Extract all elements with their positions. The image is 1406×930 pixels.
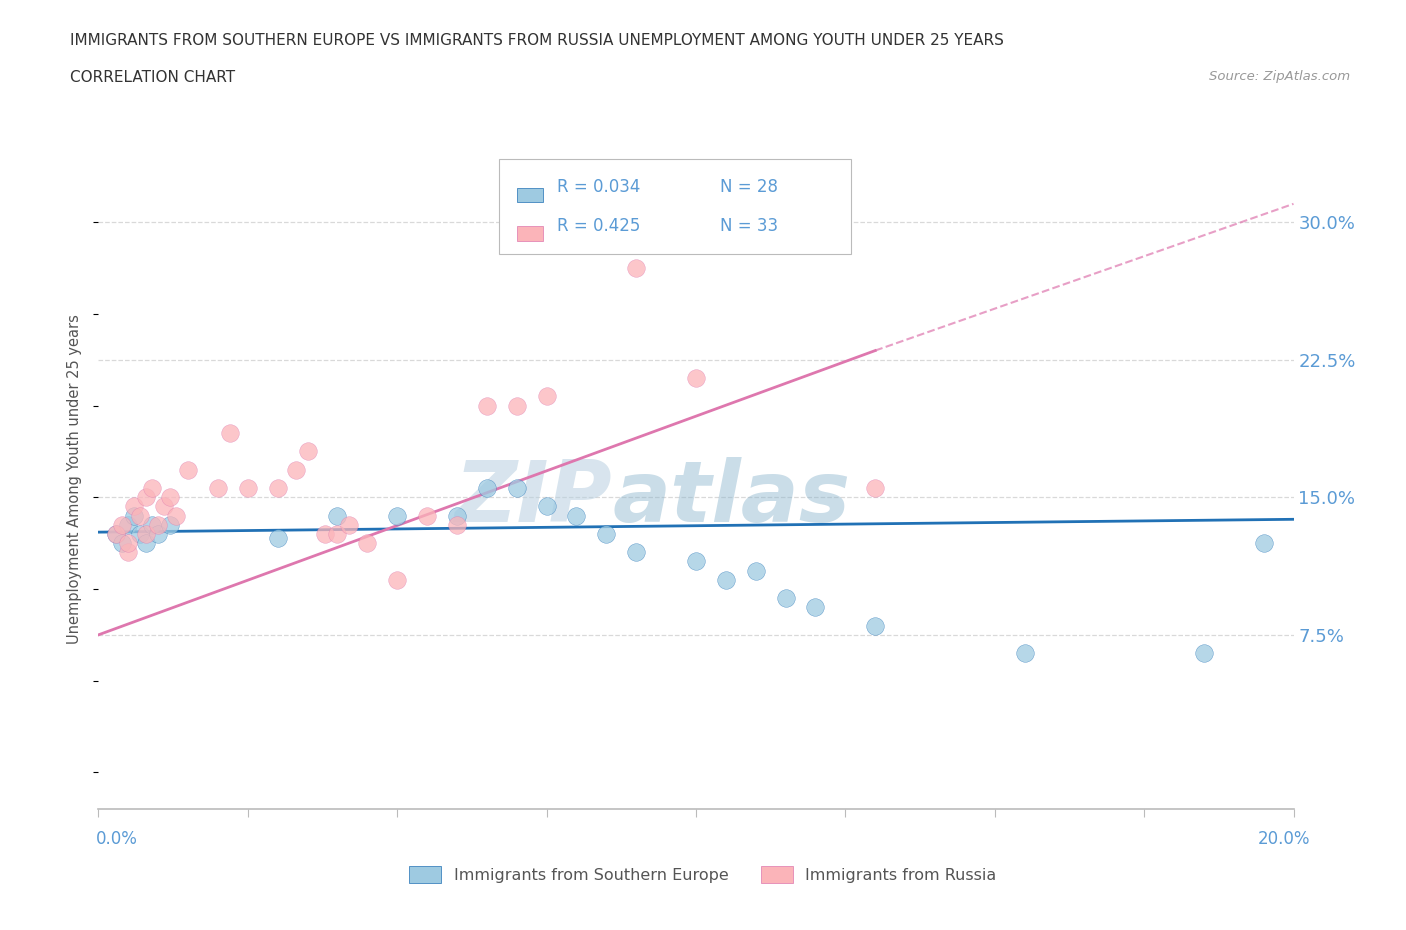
Point [165,508,187,523]
Point [129,526,152,541]
Point [284,462,307,477]
Legend: Immigrants from Southern Europe, Immigrants from Russia: Immigrants from Southern Europe, Immigra… [404,860,1002,889]
Point [117,545,139,560]
Text: CORRELATION CHART: CORRELATION CHART [70,70,235,85]
Point [339,517,360,532]
Point [129,508,152,523]
Text: 0.0%: 0.0% [96,830,138,847]
Point [135,526,157,541]
Point [536,499,558,514]
FancyBboxPatch shape [499,159,852,255]
Point [135,490,157,505]
Point [1014,645,1036,660]
Point [326,508,349,523]
Text: ZIP: ZIP [454,458,613,540]
Point [148,517,170,532]
Point [177,462,200,477]
Point [446,508,468,523]
Point [475,398,498,413]
Point [865,618,887,633]
Point [506,481,529,496]
Point [1192,645,1215,660]
Text: R = 0.425: R = 0.425 [557,217,641,234]
Point [297,444,319,458]
Point [416,508,439,523]
Point [626,260,648,275]
Point [159,490,181,505]
Text: 20.0%: 20.0% [1258,830,1310,847]
Point [267,530,290,545]
Point [267,481,290,496]
Point [124,508,146,523]
Point [804,600,827,615]
Text: R = 0.034: R = 0.034 [557,179,641,196]
Text: N = 28: N = 28 [720,179,778,196]
Point [117,536,139,551]
Point [685,554,707,569]
FancyBboxPatch shape [517,226,543,241]
Point [1253,536,1275,551]
Point [745,564,768,578]
Point [865,481,887,496]
Point [141,517,163,532]
Point [111,536,134,551]
Point [565,508,588,523]
Y-axis label: Unemployment Among Youth under 25 years: Unemployment Among Youth under 25 years [67,314,83,644]
Point [207,481,229,496]
Point [148,526,170,541]
Point [775,591,797,605]
Text: N = 33: N = 33 [720,217,778,234]
Point [105,526,128,541]
Point [385,508,409,523]
Point [626,545,648,560]
Text: atlas: atlas [613,458,851,540]
Point [159,517,181,532]
Point [356,536,378,551]
Point [124,499,146,514]
Point [446,517,468,532]
Point [236,481,259,496]
Point [315,526,337,541]
Point [385,572,409,587]
Point [714,572,737,587]
Text: IMMIGRANTS FROM SOUTHERN EUROPE VS IMMIGRANTS FROM RUSSIA UNEMPLOYMENT AMONG YOU: IMMIGRANTS FROM SOUTHERN EUROPE VS IMMIG… [70,33,1004,47]
Point [135,536,157,551]
Point [141,481,163,496]
Point [105,526,128,541]
Point [506,398,529,413]
Text: Source: ZipAtlas.com: Source: ZipAtlas.com [1209,70,1350,83]
Point [475,481,498,496]
Point [595,526,617,541]
Point [326,526,349,541]
Point [685,371,707,386]
FancyBboxPatch shape [517,188,543,203]
Point [153,499,176,514]
Point [117,517,139,532]
Point [111,517,134,532]
Point [219,426,242,441]
Point [536,389,558,404]
